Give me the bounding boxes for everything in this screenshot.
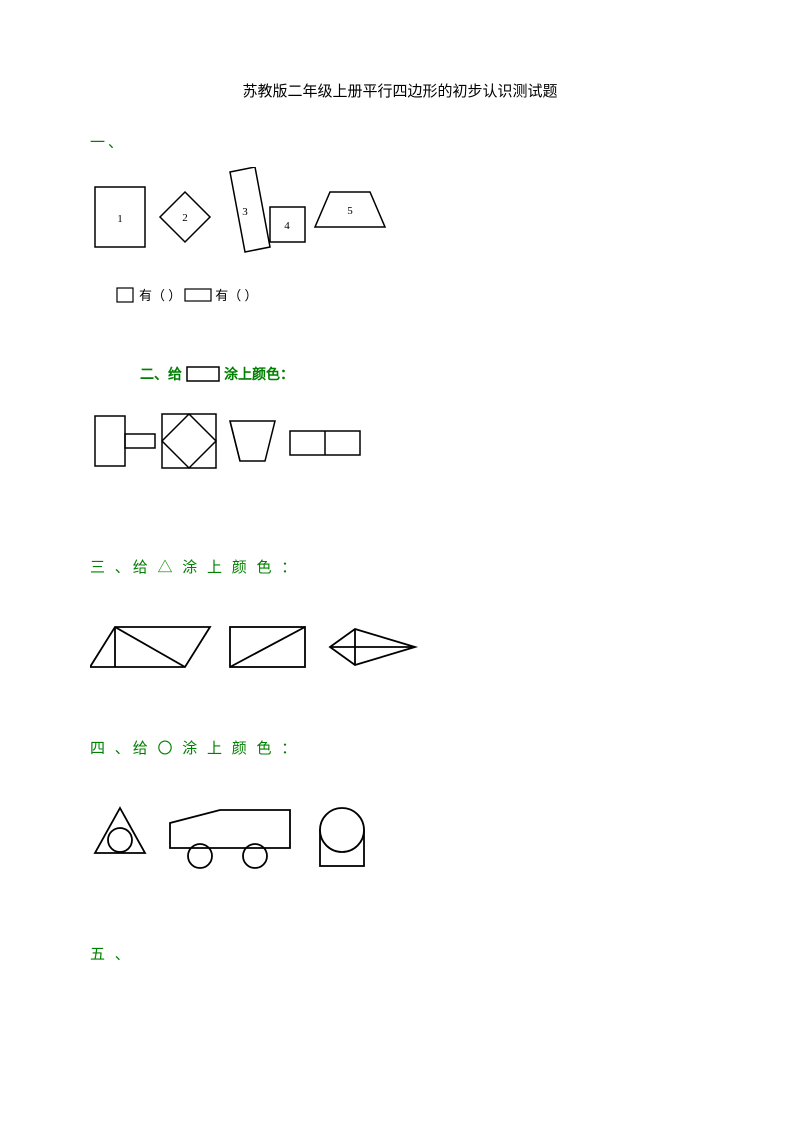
shape-label-4: 4 xyxy=(284,220,290,232)
section1-shapes: 1 2 3 4 5 xyxy=(90,167,390,277)
page-title: 苏教版二年级上册平行四边形的初步认识测试题 xyxy=(90,80,710,101)
small-square-icon xyxy=(115,286,137,304)
rect-icon xyxy=(186,365,220,383)
section4-figure xyxy=(90,798,710,873)
section3-figure xyxy=(90,617,710,677)
section1-label: 一、 xyxy=(90,131,710,152)
section1-figure: 1 2 3 4 5 有（ ） 有（ ） xyxy=(90,167,710,304)
shape-label-2: 2 xyxy=(182,212,188,224)
section2-figure xyxy=(90,396,710,486)
section2-shapes xyxy=(90,396,390,486)
shape-label-5: 5 xyxy=(347,205,353,217)
shape-label-3: 3 xyxy=(242,206,248,218)
small-rect-icon xyxy=(183,286,213,304)
section2-label-after: 涂上颜色： xyxy=(224,364,294,384)
section4-shapes xyxy=(90,798,410,873)
section2-label: 二、给 涂上颜色： xyxy=(140,364,710,384)
shape-label-1: 1 xyxy=(117,213,123,225)
section3-label: 三 、给 △ 涂 上 颜 色 ： xyxy=(90,556,710,577)
section2-label-before: 二、给 xyxy=(140,364,182,384)
section1-caption: 有（ ） 有（ ） xyxy=(115,285,710,304)
section5-label: 五 、 xyxy=(90,943,710,964)
section4-label: 四 、给 〇 涂 上 颜 色 ： xyxy=(90,737,710,758)
caption-text-2: 有（ ） xyxy=(215,285,257,304)
section3-shapes xyxy=(90,617,420,677)
caption-text-1: 有（ ） xyxy=(139,285,181,304)
